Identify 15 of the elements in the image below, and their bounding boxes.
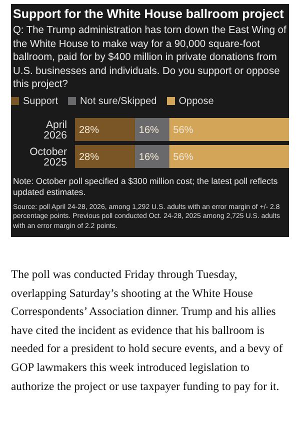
data-label: 28%	[79, 124, 100, 136]
y-tick-label: October 2025	[30, 145, 68, 168]
data-label: 56%	[173, 152, 194, 162]
legend-label: Not sure/Skipped	[80, 96, 157, 106]
data-label: 16%	[138, 124, 160, 136]
data-label: 28%	[79, 152, 100, 162]
legend-label: Oppose	[178, 96, 214, 106]
data-label: 56%	[173, 124, 194, 136]
legend-label: Support	[23, 96, 58, 106]
chart-title: Support for the White House ballroom project	[12, 7, 285, 21]
data-label: 16%	[138, 152, 160, 162]
text: Note: October poll specified a $300 million cost; the latest poll reflects updated estimates.	[12, 174, 279, 198]
y-tick-label: April 2026	[44, 118, 68, 141]
chart-subtitle: Q: The Trump administration has torn down the East Wing of the White House to make way for a 90,000 square-foot ballroom, paid for by $400 million in private donations from U.S. businesses and individuals. Do you support or oppose this project?	[12, 24, 288, 92]
text: The poll was conducted Friday through Tuesday, overlapping Saturday’s shooting at the White House Correspondents’ Association dinner. Trump and his allies have cited the incident as evidence that his ballroom is needed for a president to hold secure events, and a bevy of GOP lawmakers this week introduced legislation to authorize the project or use taxpayer funding to pay for it.	[11, 267, 284, 395]
